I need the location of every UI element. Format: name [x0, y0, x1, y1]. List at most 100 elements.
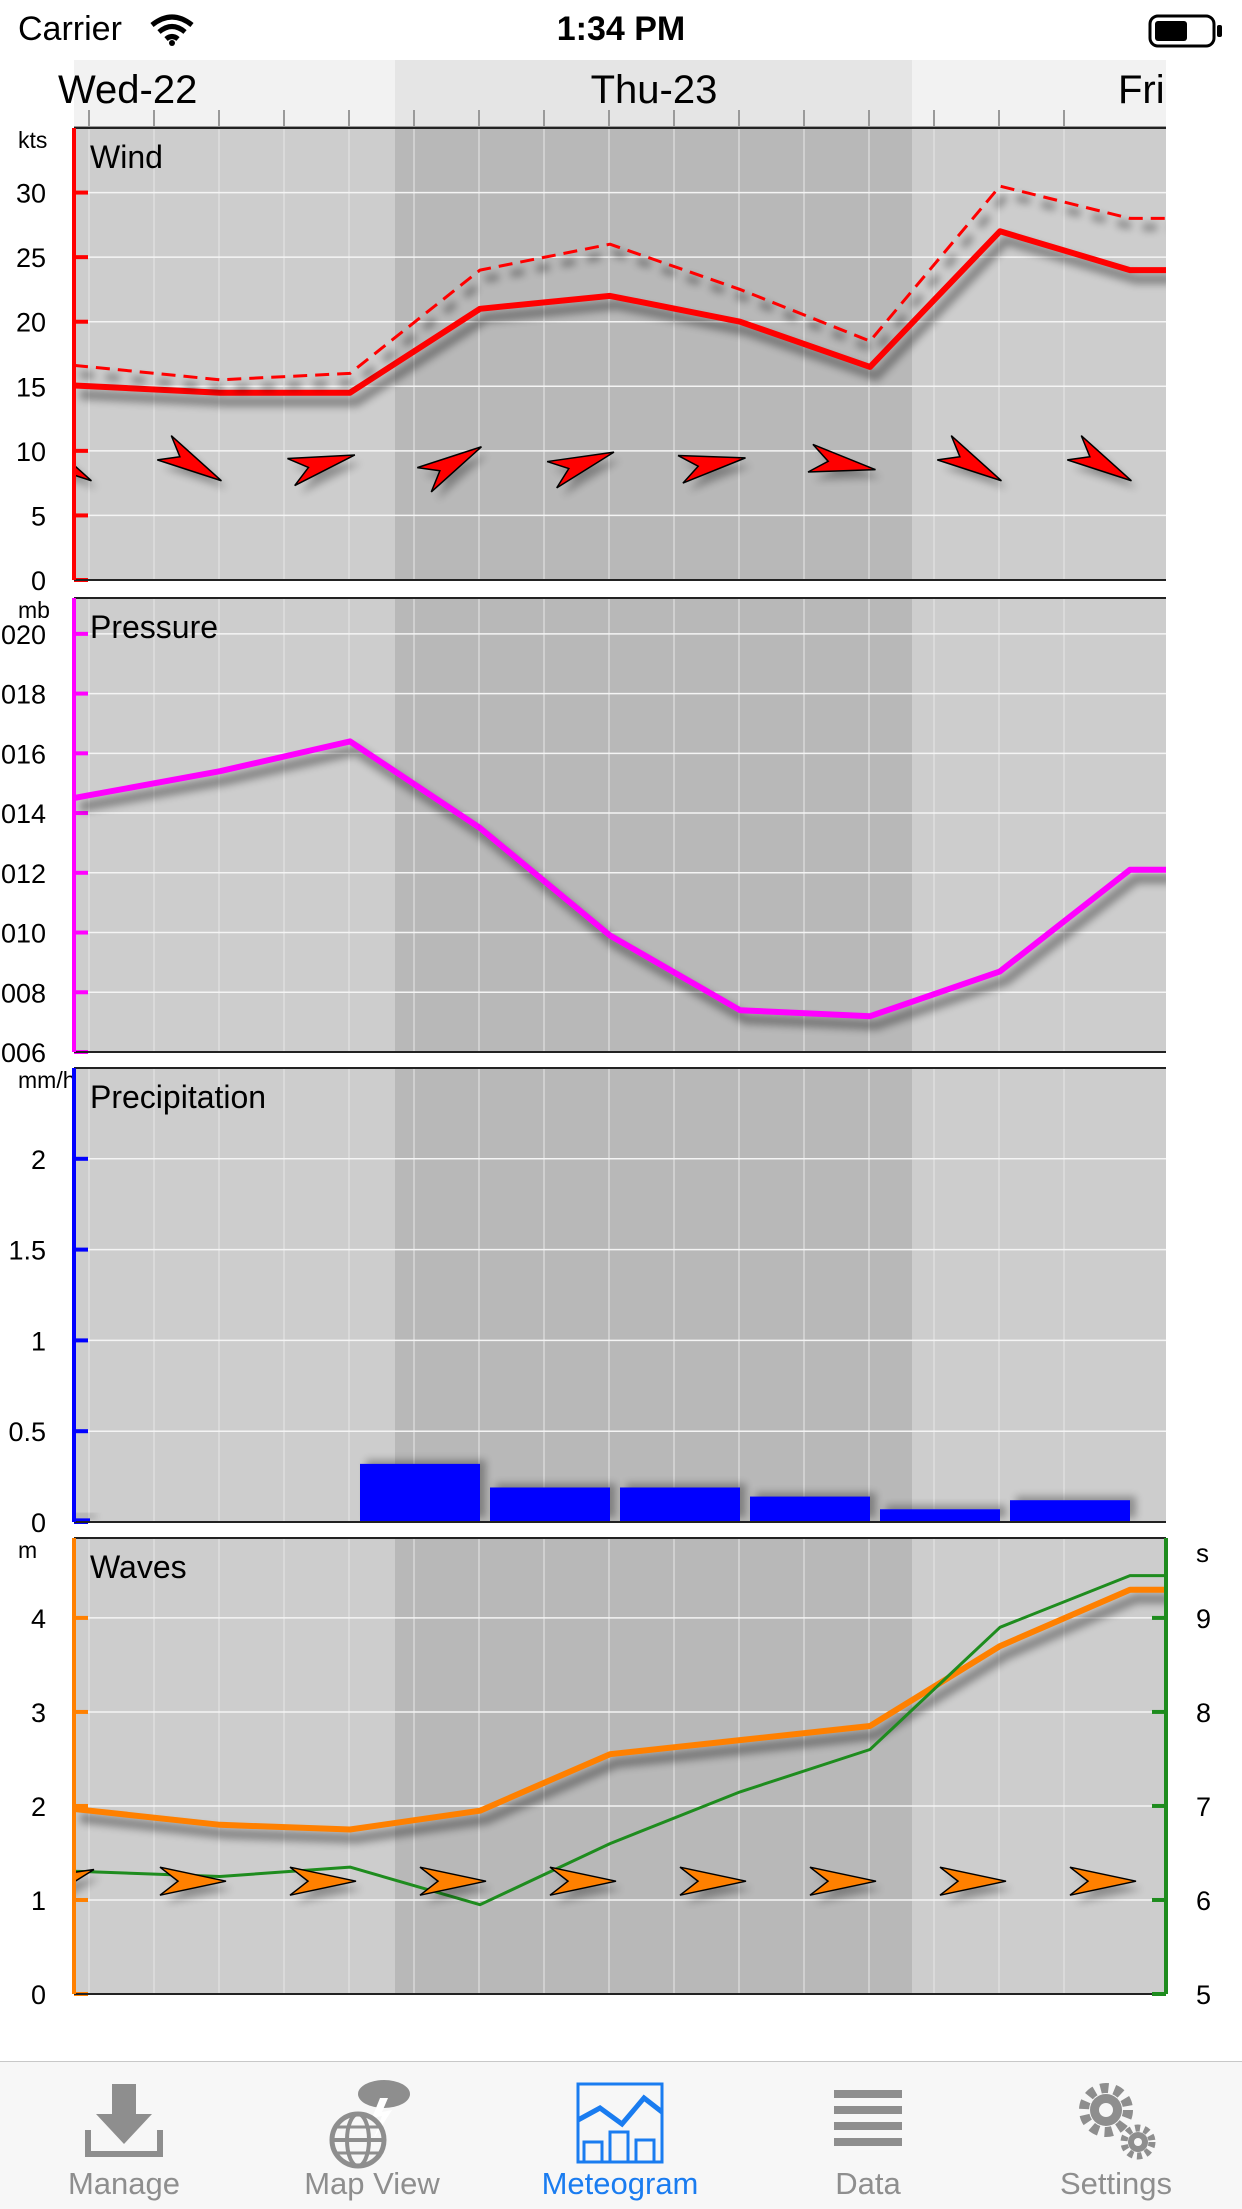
- y-tick-label-right: 7: [1196, 1792, 1211, 1822]
- y-tick-label-right: 9: [1196, 1604, 1211, 1634]
- carrier-label: Carrier: [18, 10, 122, 48]
- direction-arrow: [677, 454, 746, 484]
- panel-waves: 0 1 2 3 4 m Waves 5 6 7 8 9 s: [18, 1537, 1211, 2010]
- plot-area: [74, 1574, 1166, 1914]
- y-axis-label: mb: [18, 597, 50, 623]
- precip-bar: [880, 1509, 1000, 1522]
- meteogram-chart[interactable]: Wed-22Thu-23Fri051015202530ktsWind100610…: [0, 0, 1242, 2061]
- night-band: [395, 1538, 912, 1994]
- y-tick-label: 1006: [0, 1038, 46, 1068]
- y-tick-label: 1012: [0, 859, 46, 889]
- tab-label-manage: Manage: [67, 2166, 181, 2201]
- tab-label-map-view: Map View: [304, 2166, 440, 2201]
- direction-arrow: [546, 451, 615, 489]
- y-tick-label-right: 6: [1196, 1886, 1211, 1916]
- panel-title: Precipitation: [90, 1079, 266, 1115]
- plot-area: [74, 738, 1166, 1031]
- y-tick-label: 1016: [0, 739, 46, 769]
- panel-pressure: 1006 1008 1010 1012 1014 1016 1018 1020mb Pressu…: [0, 597, 1166, 1068]
- y-tick-label: 1: [31, 1886, 46, 1916]
- y-tick-label: 4: [31, 1604, 46, 1634]
- direction-arrow: [809, 1866, 877, 1896]
- direction-arrow-shadow: [74, 1877, 100, 1914]
- panel-wind: 0 5 10 15 20 25 30 kts Wind: [16, 127, 1166, 596]
- y-axis-label: m: [18, 1537, 37, 1563]
- direction-arrow: [939, 1866, 1007, 1896]
- series-line: [74, 228, 1166, 396]
- direction-arrow: [807, 443, 876, 473]
- precip-bar: [490, 1487, 610, 1522]
- battery-icon: [1148, 14, 1222, 48]
- direction-arrow: [679, 1866, 747, 1896]
- direction-arrow: [1067, 435, 1132, 482]
- list-icon: [834, 2090, 902, 2146]
- precip-bar-shadow: [74, 1514, 96, 1518]
- y-tick-label: 1018: [0, 680, 46, 710]
- y-tick-label: 1.5: [8, 1236, 46, 1266]
- direction-arrow: [1069, 1866, 1137, 1896]
- y-tick-label: 0: [31, 1980, 46, 2010]
- direction-arrow: [74, 1868, 95, 1906]
- y-tick-label: 0: [31, 566, 46, 596]
- day-label: Fri: [1118, 68, 1165, 112]
- y-tick-label: 1008: [0, 978, 46, 1008]
- y-tick-label: 25: [16, 243, 46, 273]
- precip-bar: [360, 1463, 480, 1522]
- panel-title: Wind: [90, 139, 163, 175]
- tab-meteogram[interactable]: Meteogram: [496, 2062, 744, 2209]
- globe-lightning-icon: [329, 2080, 410, 2169]
- direction-arrow: [937, 435, 1002, 482]
- tab-settings[interactable]: Settings: [992, 2062, 1240, 2209]
- direction-arrow: [157, 435, 222, 482]
- series-line: [74, 1586, 1166, 1833]
- plot-area: [74, 184, 1166, 500]
- tab-data[interactable]: Data: [744, 2062, 992, 2209]
- day-label: Thu-23: [591, 68, 718, 112]
- y-tick-label-right: 5: [1196, 1980, 1211, 2010]
- direction-arrow: [419, 1866, 487, 1896]
- y-tick-label: 0: [31, 1508, 46, 1538]
- night-band: [395, 598, 912, 1052]
- plot-area: [74, 1459, 1136, 1522]
- tab-bar: Manage Map View Meteogram Da: [0, 2061, 1242, 2209]
- y-tick-label: 30: [16, 179, 46, 209]
- direction-arrow: [287, 454, 356, 487]
- direction-arrow: [549, 1866, 617, 1896]
- tab-manage[interactable]: Manage: [0, 2062, 248, 2209]
- y-tick-label: 1: [31, 1326, 46, 1356]
- meteogram-icon: [576, 2082, 664, 2164]
- gears-icon: [1079, 2083, 1156, 2160]
- status-bar: Carrier 1:34 PM: [0, 0, 1242, 60]
- y-tick-label: 20: [16, 308, 46, 338]
- y-tick-label-right: 8: [1196, 1698, 1211, 1728]
- wifi-icon: [150, 14, 194, 46]
- y-axis-label-right: s: [1196, 1538, 1209, 1568]
- series-shadow: [79, 191, 1166, 393]
- status-time: 1:34 PM: [556, 10, 686, 48]
- day-header: Wed-22 Thu-23 Fri: [58, 60, 1166, 128]
- panel-title: Waves: [90, 1549, 187, 1585]
- y-tick-label: 10: [16, 437, 46, 467]
- tab-label-data: Data: [835, 2166, 901, 2201]
- precip-bar: [1010, 1500, 1130, 1522]
- tab-label-settings: Settings: [1059, 2166, 1172, 2201]
- y-tick-label: 2: [31, 1792, 46, 1822]
- y-tick-label: 0.5: [8, 1417, 46, 1447]
- night-band: [395, 1068, 912, 1522]
- series-line: [74, 738, 1166, 1020]
- day-label: Wed-22: [58, 68, 197, 112]
- gust-line: [74, 184, 1166, 382]
- tab-map-view[interactable]: Map View: [248, 2062, 496, 2209]
- y-tick-label: 5: [31, 501, 46, 531]
- direction-arrow: [289, 1866, 357, 1896]
- y-tick-label: 1020: [0, 620, 46, 650]
- precip-bar: [74, 1518, 90, 1522]
- panel-title: Pressure: [90, 609, 218, 645]
- series-shadow: [79, 1593, 1166, 1844]
- direction-arrow: [159, 1866, 227, 1896]
- y-axis-label: kts: [18, 127, 47, 153]
- y-tick-label: 2: [31, 1145, 46, 1175]
- panel-precipitation: 0 0.5 1 1.5 2 mm/h Precipitation: [8, 1067, 1166, 1538]
- day-header-band: [395, 60, 912, 128]
- tab-label-meteogram: Meteogram: [541, 2166, 699, 2201]
